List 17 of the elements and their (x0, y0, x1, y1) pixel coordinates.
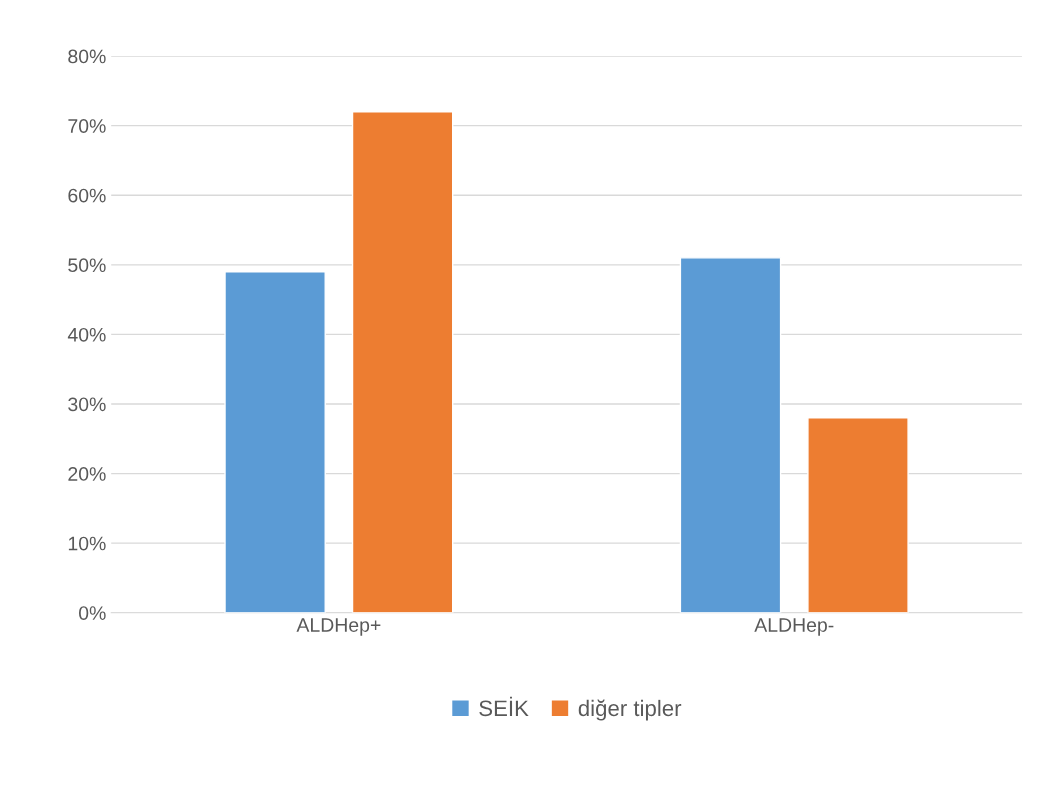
y-tick-label: 10% (68, 536, 106, 551)
x-tick-label: ALDHep+ (296, 618, 381, 636)
bar (807, 417, 909, 613)
y-tick-label: 0% (78, 606, 106, 620)
y-tick-label: 30% (68, 397, 106, 412)
y-tick-label: 40% (67, 327, 106, 342)
bar (679, 257, 782, 613)
y-tick-label: 70% (68, 119, 106, 133)
y-tick-label: 50% (68, 258, 106, 273)
legend-label: SEİK (479, 696, 529, 717)
bar (224, 271, 326, 613)
x-tick-label: ALDHep- (754, 618, 834, 636)
y-tick-label: 60% (68, 188, 106, 203)
y-tick-label: 20% (68, 467, 106, 481)
y-tick-label: 80% (68, 49, 106, 64)
legend-label: diğer tipler (578, 699, 682, 721)
bar (351, 111, 454, 613)
